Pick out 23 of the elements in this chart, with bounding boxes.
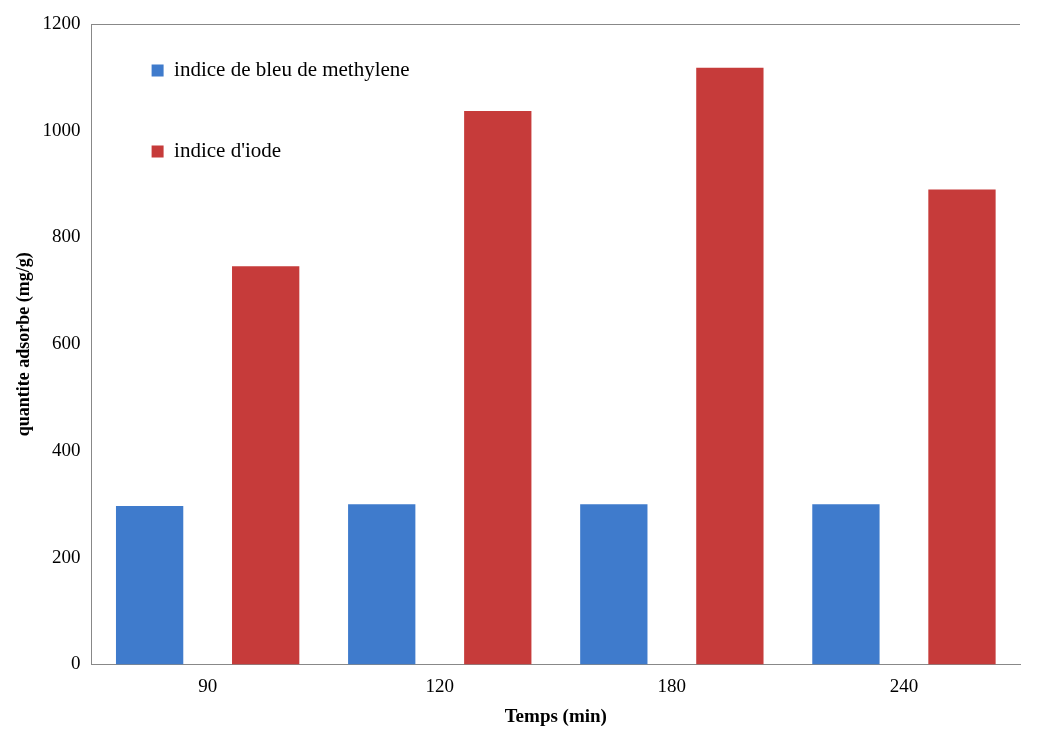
bar bbox=[115, 505, 184, 665]
y-tick-label: 400 bbox=[52, 438, 81, 460]
y-tick-label: 600 bbox=[52, 332, 81, 354]
legend-label: indice d'iode bbox=[174, 138, 282, 163]
bar bbox=[348, 504, 416, 665]
y-tick-label: 200 bbox=[52, 545, 81, 567]
y-tick-label: 1200 bbox=[42, 11, 81, 33]
bar bbox=[696, 67, 764, 665]
bar bbox=[928, 189, 996, 665]
y-tick-label: 0 bbox=[71, 652, 81, 674]
bar bbox=[812, 504, 880, 665]
x-tick-label: 90 bbox=[198, 674, 218, 696]
y-axis-title: quantite adsorbe (mg/g) bbox=[13, 252, 35, 437]
bar bbox=[464, 110, 532, 665]
legend-label: indice de bleu de methylene bbox=[174, 57, 410, 82]
bar bbox=[580, 504, 648, 665]
y-tick-label: 800 bbox=[52, 225, 81, 247]
x-tick-label: 240 bbox=[889, 674, 919, 696]
x-tick-label: 180 bbox=[657, 674, 687, 696]
x-axis-title: Temps (min) bbox=[504, 704, 607, 727]
x-tick-label: 120 bbox=[425, 674, 454, 696]
y-tick-label: 1000 bbox=[42, 118, 81, 140]
bar bbox=[232, 266, 300, 665]
